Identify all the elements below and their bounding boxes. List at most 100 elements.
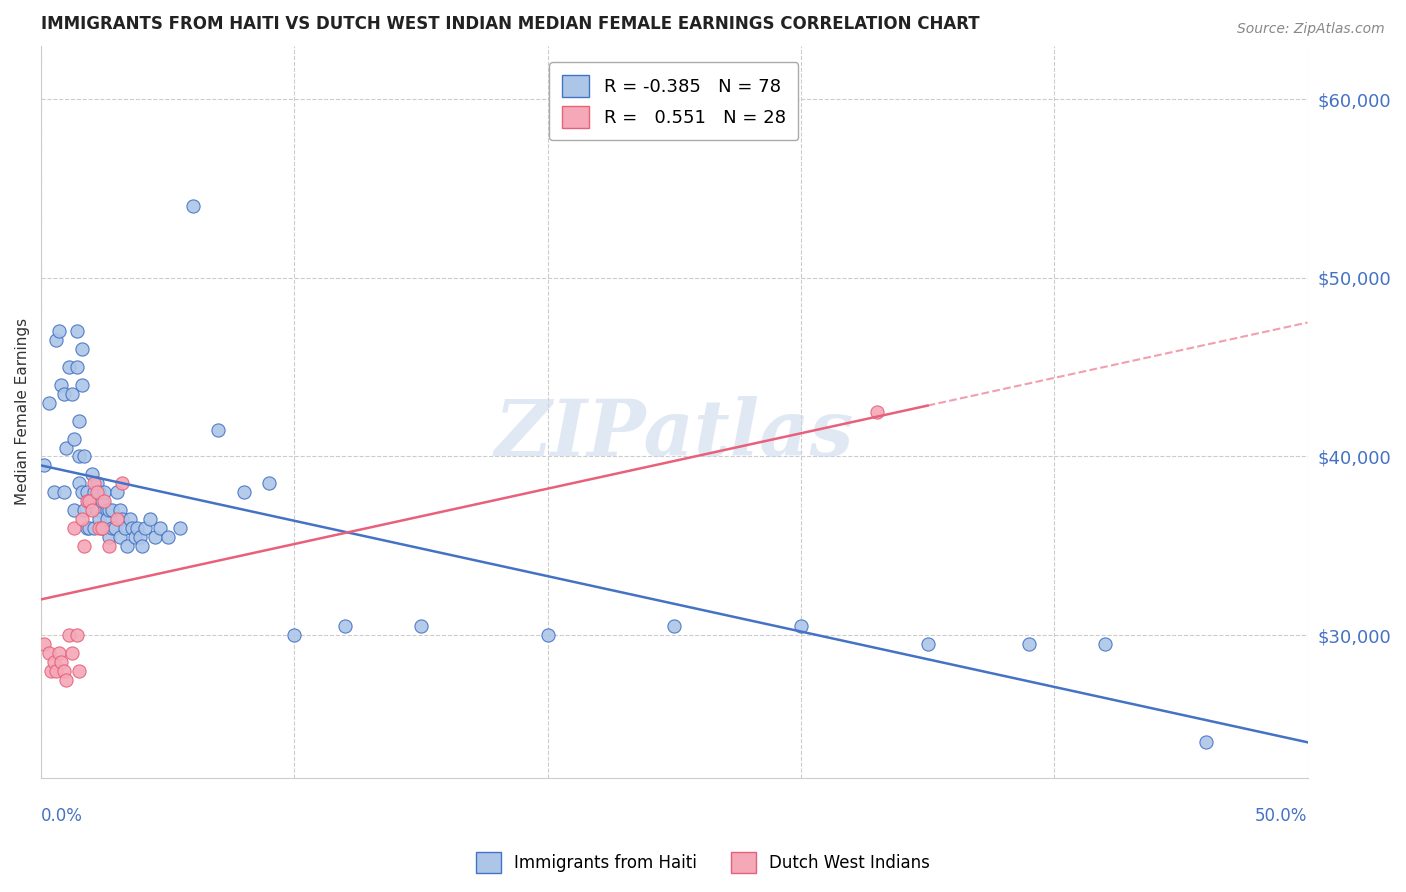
Point [114,521,136,535]
Point [58,628,80,642]
Point [131,539,153,553]
Point [124,530,146,544]
Point [89,521,111,535]
Point [65,628,87,642]
Text: 50.0%: 50.0% [1256,807,1308,825]
Point [63,521,86,535]
Point [283,628,305,642]
Point [80,494,103,508]
Point [111,476,134,491]
Point [70,512,93,526]
Y-axis label: Median Female Earnings: Median Female Earnings [15,318,30,506]
Point [48,646,70,660]
Point [39,664,62,678]
Point [52,387,75,401]
Point [60,646,83,660]
Point [118,512,141,526]
Point [89,485,111,500]
Point [67,664,90,678]
Point [105,512,128,526]
Point [76,494,98,508]
Point [83,485,105,500]
Point [38,646,60,660]
Point [90,494,112,508]
Point [111,512,134,526]
Point [1195,735,1218,749]
Point [76,521,98,535]
Point [65,360,87,375]
Point [86,485,108,500]
Legend: Immigrants from Haiti, Dutch West Indians: Immigrants from Haiti, Dutch West Indian… [470,846,936,880]
Point [101,521,124,535]
Point [63,432,86,446]
Point [77,521,100,535]
Point [90,521,112,535]
Point [127,521,149,535]
Point [128,530,150,544]
Point [143,530,166,544]
Point [63,503,86,517]
Point [60,387,83,401]
Text: IMMIGRANTS FROM HAITI VS DUTCH WEST INDIAN MEDIAN FEMALE EARNINGS CORRELATION CH: IMMIGRANTS FROM HAITI VS DUTCH WEST INDI… [41,15,980,33]
Point [108,503,131,517]
Point [1094,637,1116,651]
Point [257,476,280,491]
Point [86,503,108,517]
Point [115,539,138,553]
Point [108,530,131,544]
Point [1018,637,1040,651]
Point [67,414,90,428]
Point [207,423,229,437]
Point [664,619,686,633]
Point [73,539,96,553]
Point [70,485,93,500]
Point [149,521,172,535]
Point [101,503,124,517]
Point [105,485,128,500]
Point [32,458,55,473]
Point [70,343,93,357]
Point [67,450,90,464]
Point [169,521,191,535]
Point [52,664,75,678]
Point [67,476,90,491]
Point [121,521,143,535]
Point [65,325,87,339]
Point [77,494,100,508]
Point [51,655,73,669]
Point [93,494,115,508]
Point [73,450,96,464]
Point [96,503,118,517]
Point [55,673,77,687]
Point [139,512,162,526]
Point [76,485,98,500]
Point [80,467,103,482]
Point [42,485,65,500]
Point [98,539,121,553]
Point [232,485,254,500]
Point [58,360,80,375]
Point [790,619,813,633]
Point [134,521,156,535]
Point [86,476,108,491]
Point [70,378,93,392]
Legend: R = -0.385   N = 78, R =   0.551   N = 28: R = -0.385 N = 78, R = 0.551 N = 28 [550,62,799,140]
Point [80,503,103,517]
Point [89,512,111,526]
Point [90,521,112,535]
Point [32,637,55,651]
Point [48,325,70,339]
Point [52,485,75,500]
Point [333,619,356,633]
Text: Source: ZipAtlas.com: Source: ZipAtlas.com [1237,22,1385,37]
Point [98,530,121,544]
Point [156,530,179,544]
Point [73,503,96,517]
Point [98,503,121,517]
Point [866,405,889,419]
Point [103,521,125,535]
Point [83,521,105,535]
Point [917,637,939,651]
Point [537,628,560,642]
Point [77,494,100,508]
